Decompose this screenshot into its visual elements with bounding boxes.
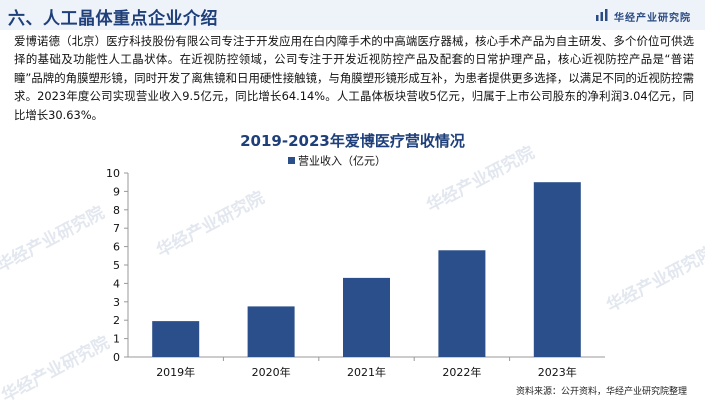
chart-bars [152, 182, 581, 357]
y-tick-label: 0 [113, 351, 120, 364]
x-tick-label: 2021年 [347, 365, 386, 379]
x-tick-label: 2020年 [252, 365, 291, 379]
bar [152, 321, 200, 357]
x-tick-label: 2022年 [442, 365, 481, 379]
y-tick-label: 5 [113, 259, 120, 272]
y-tick-label: 8 [113, 204, 120, 217]
chart-title: 2019-2023年爱博医疗营收情况 [240, 132, 465, 150]
y-tick-label: 1 [113, 333, 120, 346]
y-tick-label: 10 [106, 167, 120, 180]
page-title: 六、人工晶体重点企业介绍 [8, 9, 218, 29]
y-tick-label: 6 [113, 241, 120, 254]
chart-legend: 营业收入（亿元） [288, 154, 386, 168]
y-tick-label: 3 [113, 296, 120, 309]
brand-logo-icon [596, 9, 608, 24]
brand: 华经产业研究院 [596, 9, 691, 24]
bar [343, 277, 390, 357]
bar [438, 250, 486, 357]
source-note: 资料来源：公开资料，华经产业研究院整理 [515, 387, 687, 397]
brand-name: 华经产业研究院 [614, 13, 691, 24]
intro-paragraph: 爱博诺德（北京）医疗科技股份有限公司专注于开发应用在白内障手术的中高端医疗器械，… [14, 34, 694, 122]
y-tick-label: 4 [113, 277, 120, 290]
y-tick-label: 2 [113, 314, 120, 327]
y-tick-label: 9 [113, 185, 120, 198]
legend-swatch [288, 157, 295, 164]
x-tick-label: 2019年 [156, 365, 195, 379]
bar [533, 182, 581, 357]
bar [247, 306, 295, 357]
y-tick-label: 7 [113, 222, 120, 235]
x-tick-label: 2023年 [538, 365, 577, 379]
header-bar [0, 0, 705, 30]
legend-label: 营业收入（亿元） [298, 154, 386, 168]
